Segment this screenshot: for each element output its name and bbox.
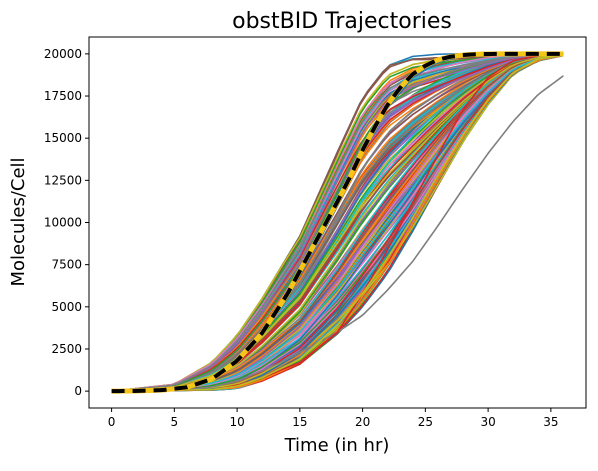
y-tick-label: 17500 — [44, 89, 82, 103]
y-tick-label: 2500 — [51, 342, 82, 356]
x-tick-label: 25 — [418, 415, 433, 429]
x-tick-label: 10 — [229, 415, 244, 429]
mean-line-dashed — [111, 51, 564, 394]
y-tick-label: 5000 — [51, 300, 82, 314]
x-tick-label: 30 — [480, 415, 495, 429]
y-tick-label: 15000 — [44, 131, 82, 145]
y-tick-label: 12500 — [44, 173, 82, 187]
trajectory-line — [111, 53, 564, 392]
y-axis-ticks: 0 2500 5000 7500 10000 12500 15000 17500 20000 — [44, 47, 89, 398]
chart-title: obstBID Trajectories — [232, 9, 452, 34]
x-axis-ticks: 0 5 10 15 20 25 30 35 — [108, 408, 558, 429]
trajectory-line — [111, 53, 564, 392]
trajectory-line — [111, 53, 564, 392]
mean-trajectory — [111, 51, 564, 394]
y-tick-label: 7500 — [51, 258, 82, 272]
trajectory-lines — [111, 53, 564, 392]
y-tick-label: 10000 — [44, 216, 82, 230]
outlier-trajectory-line — [111, 53, 564, 392]
x-tick-label: 20 — [355, 415, 370, 429]
trajectory-line — [111, 53, 564, 392]
plot-frame — [88, 36, 587, 409]
x-tick-label: 0 — [108, 415, 116, 429]
y-tick-label: 20000 — [44, 47, 82, 61]
x-tick-label: 5 — [171, 415, 179, 429]
x-axis-title: Time (in hr) — [284, 435, 390, 456]
y-tick-label: 0 — [74, 384, 82, 398]
x-tick-label: 35 — [543, 415, 558, 429]
x-tick-label: 15 — [292, 415, 307, 429]
outlier-trajectories — [111, 53, 564, 392]
y-axis-title: Molecules/Cell — [8, 157, 29, 286]
